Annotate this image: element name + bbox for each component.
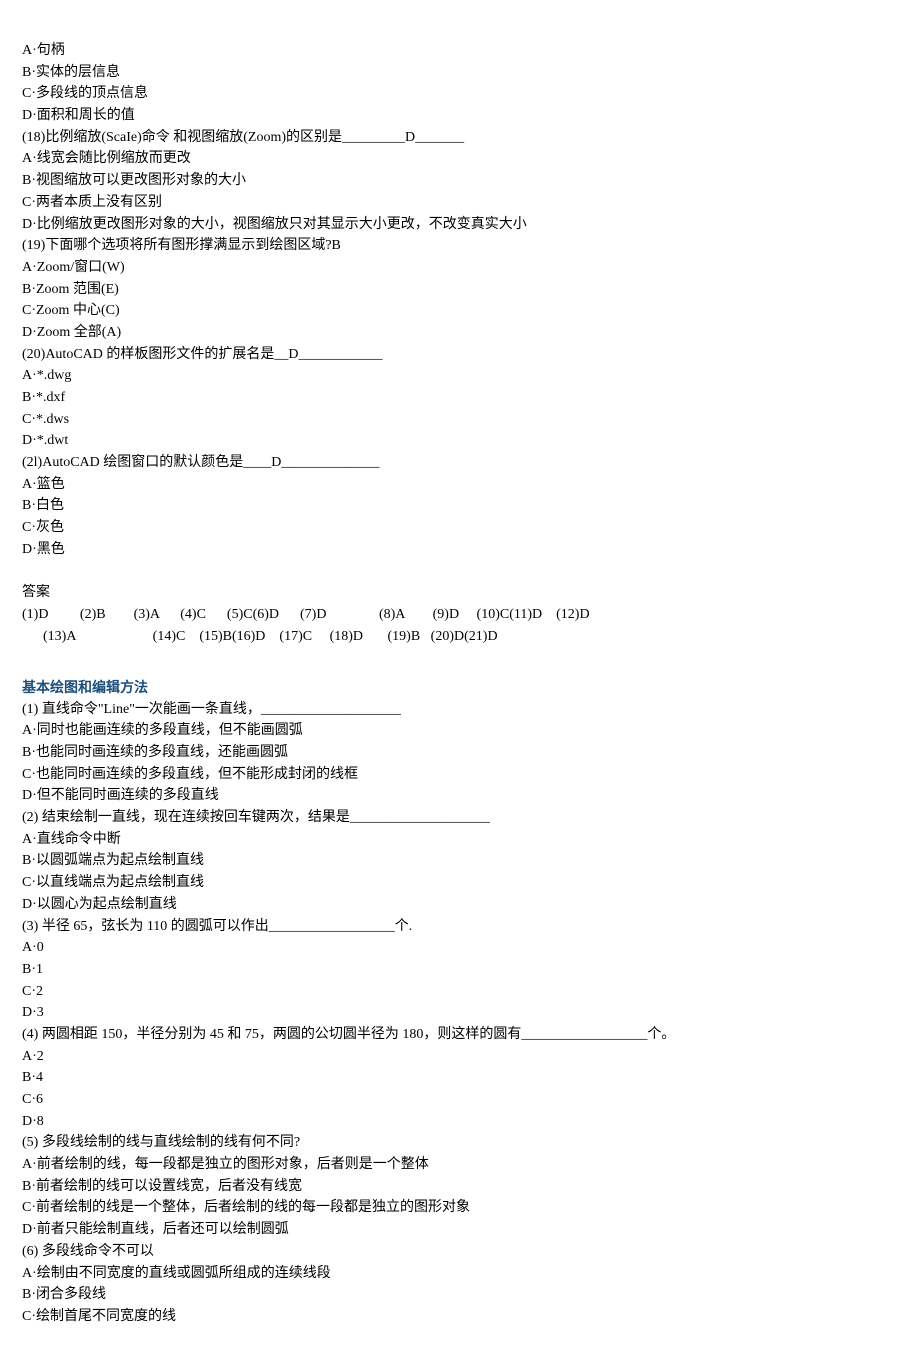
block1-line: C·多段线的顶点信息 (22, 83, 898, 105)
block2-line: C·绘制首尾不同宽度的线 (22, 1306, 898, 1328)
block2-line: B·以圆弧端点为起点绘制直线 (22, 850, 898, 872)
block1-line: D·黑色 (22, 539, 898, 561)
block2-line: A·绘制由不同宽度的直线或圆弧所组成的连续线段 (22, 1263, 898, 1285)
block1-line: B·白色 (22, 495, 898, 517)
block1-line: B·视图缩放可以更改图形对象的大小 (22, 170, 898, 192)
block1-line: A·线宽会随比例缩放而更改 (22, 148, 898, 170)
answers-row-1: (1)D (2)B (3)A (4)C (5)C(6)D (7)D (8)A (… (22, 604, 898, 626)
block2-line: C·前者绘制的线是一个整体，后者绘制的线的每一段都是独立的图形对象 (22, 1197, 898, 1219)
block1-line: D·面积和周长的值 (22, 105, 898, 127)
block1-line: D·比例缩放更改图形对象的大小，视图缩放只对其显示大小更改，不改变真实大小 (22, 214, 898, 236)
block1-line: B·*.dxf (22, 387, 898, 409)
block1-line: B·实体的层信息 (22, 62, 898, 84)
block2-line: (4) 两圆相距 150，半径分别为 45 和 75，两圆的公切圆半径为 180… (22, 1024, 898, 1046)
block2-line: D·以圆心为起点绘制直线 (22, 894, 898, 916)
block1-line: A·篮色 (22, 474, 898, 496)
block2-line: A·0 (22, 937, 898, 959)
block2-line: C·以直线端点为起点绘制直线 (22, 872, 898, 894)
block1-line: A·句柄 (22, 40, 898, 62)
block2-line: C·2 (22, 981, 898, 1003)
block1-line: B·Zoom 范围(E) (22, 279, 898, 301)
block1-line: A·Zoom/窗口(W) (22, 257, 898, 279)
section-heading-drawing-editing: 基本绘图和编辑方法 (22, 677, 898, 699)
block2-line: C·6 (22, 1089, 898, 1111)
block1-line: C·两者本质上没有区别 (22, 192, 898, 214)
block2-line: (1) 直线命令"Line"一次能画一条直线，_________________… (22, 699, 898, 721)
block1-line: D·Zoom 全部(A) (22, 322, 898, 344)
block2-line: B·4 (22, 1067, 898, 1089)
block1-line: (2l)AutoCAD 绘图窗口的默认颜色是____D_____________… (22, 452, 898, 474)
block2-line: (5) 多段线绘制的线与直线绘制的线有何不同? (22, 1132, 898, 1154)
block1-line: C·Zoom 中心(C) (22, 300, 898, 322)
block2-line: B·前者绘制的线可以设置线宽，后者没有线宽 (22, 1176, 898, 1198)
block2-line: (6) 多段线命令不可以 (22, 1241, 898, 1263)
block2-line: A·同时也能画连续的多段直线，但不能画圆弧 (22, 720, 898, 742)
block2-line: A·前者绘制的线，每一段都是独立的图形对象，后者则是一个整体 (22, 1154, 898, 1176)
block2-line: B·1 (22, 959, 898, 981)
block2-line: D·但不能同时画连续的多段直线 (22, 785, 898, 807)
block2-line: A·2 (22, 1046, 898, 1068)
block1-line: A·*.dwg (22, 365, 898, 387)
block1-line: D·*.dwt (22, 430, 898, 452)
block2-line: D·3 (22, 1002, 898, 1024)
block2-line: C·也能同时画连续的多段直线，但不能形成封闭的线框 (22, 764, 898, 786)
block1-line: (20)AutoCAD 的样板图形文件的扩展名是__D____________ (22, 344, 898, 366)
blank-line (22, 561, 898, 583)
block2-line: (3) 半径 65，弦长为 110 的圆弧可以作出_______________… (22, 916, 898, 938)
block2-line: D·前者只能绘制直线，后者还可以绘制圆弧 (22, 1219, 898, 1241)
block1-line: C·*.dws (22, 409, 898, 431)
block2-line: (2) 结束绘制一直线，现在连续按回车键两次，结果是______________… (22, 807, 898, 829)
block2-line: B·也能同时画连续的多段直线，还能画圆弧 (22, 742, 898, 764)
block1-line: (18)比例缩放(ScaIe)命令 和视图缩放(Zoom)的区别是_______… (22, 127, 898, 149)
block1-line: (19)下面哪个选项将所有图形撑满显示到绘图区域?B (22, 235, 898, 257)
block2-line: D·8 (22, 1111, 898, 1133)
answers-label: 答案 (22, 582, 898, 604)
block1-line: C·灰色 (22, 517, 898, 539)
block2-line: A·直线命令中断 (22, 829, 898, 851)
blank-line (22, 647, 898, 669)
block2-line: B·闭合多段线 (22, 1284, 898, 1306)
answers-row-2: (13)A (14)C (15)B(16)D (17)C (18)D (19)B… (22, 626, 898, 648)
